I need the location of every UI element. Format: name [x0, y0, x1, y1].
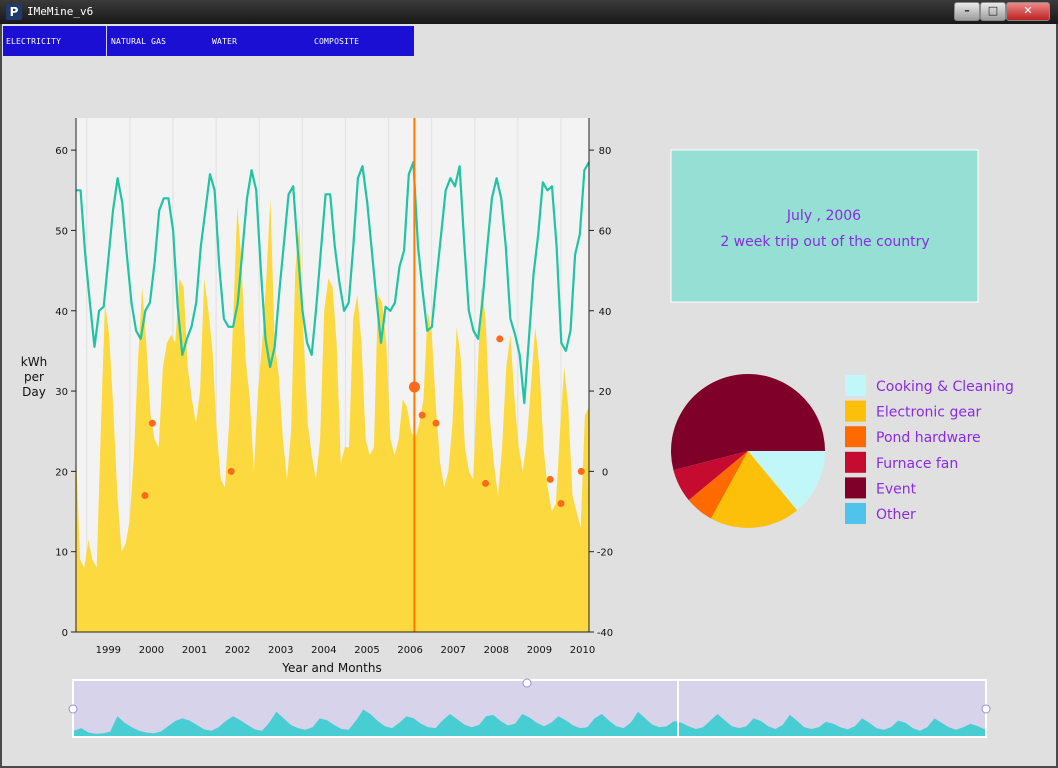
y2-tick-label: -20 — [597, 548, 613, 559]
y2-tick-label: -40 — [597, 628, 613, 639]
window-title: IMeMine_v6 — [27, 5, 94, 18]
y-axis-label: kWh — [21, 355, 47, 369]
y-tick-label: 50 — [55, 226, 68, 237]
menu-electricity[interactable]: ELECTRICITY — [6, 37, 62, 46]
utility-menu-bar: ELECTRICITY NATURAL GAS WATER COMPOSITE — [3, 26, 414, 56]
event-marker[interactable] — [546, 475, 554, 483]
event-marker[interactable] — [148, 419, 156, 427]
menu-divider — [106, 26, 107, 56]
x-tick-label: 1999 — [96, 645, 121, 656]
menu-natural-gas[interactable]: NATURAL GAS — [111, 37, 167, 46]
x-tick-label: 2010 — [570, 645, 595, 656]
maximize-button[interactable]: □ — [980, 2, 1006, 21]
event-marker[interactable] — [557, 500, 565, 507]
y-tick-label: 30 — [55, 387, 68, 398]
y2-tick-label: 0 — [602, 467, 608, 478]
y-tick-label: 20 — [55, 467, 68, 478]
y-tick-label: 0 — [62, 628, 68, 639]
x-tick-label: 2006 — [397, 645, 422, 656]
electricity-area — [76, 198, 589, 633]
x-tick-label: 2002 — [225, 645, 250, 656]
menu-water[interactable]: WATER — [212, 37, 238, 46]
event-marker[interactable] — [432, 419, 440, 427]
event-marker[interactable] — [227, 467, 235, 475]
y-tick-label: 60 — [55, 146, 68, 157]
y-axis-label: per — [24, 370, 44, 384]
y2-tick-label: 20 — [599, 387, 612, 398]
app-icon: P — [6, 4, 22, 20]
x-tick-label: 2005 — [354, 645, 379, 656]
y-tick-label: 10 — [55, 548, 68, 559]
y2-tick-label: 80 — [599, 146, 612, 157]
event-marker[interactable] — [482, 479, 490, 487]
event-marker[interactable] — [141, 491, 149, 499]
x-tick-label: 2008 — [484, 645, 509, 656]
event-marker[interactable] — [577, 467, 585, 475]
y2-tick-label: 60 — [599, 226, 612, 237]
x-axis-label: Year and Months — [281, 661, 381, 675]
close-button[interactable]: ✕ — [1006, 2, 1050, 21]
event-marker[interactable] — [418, 411, 426, 419]
x-tick-label: 2009 — [527, 645, 552, 656]
x-tick-label: 2004 — [311, 645, 336, 656]
x-tick-label: 2003 — [268, 645, 293, 656]
event-marker[interactable] — [496, 335, 504, 343]
minimize-button[interactable]: – — [954, 2, 980, 21]
y2-tick-label: 40 — [599, 307, 612, 318]
y-tick-label: 40 — [55, 307, 68, 318]
x-tick-label: 2000 — [139, 645, 164, 656]
temperature-line — [76, 161, 590, 405]
menu-composite[interactable]: COMPOSITE — [314, 37, 360, 46]
y-axis-label: Day — [22, 385, 46, 399]
event-marker[interactable] — [408, 381, 420, 393]
x-tick-label: 2007 — [440, 645, 465, 656]
title-bar: P IMeMine_v6 – □ ✕ — [0, 0, 1058, 24]
x-tick-label: 2001 — [182, 645, 207, 656]
